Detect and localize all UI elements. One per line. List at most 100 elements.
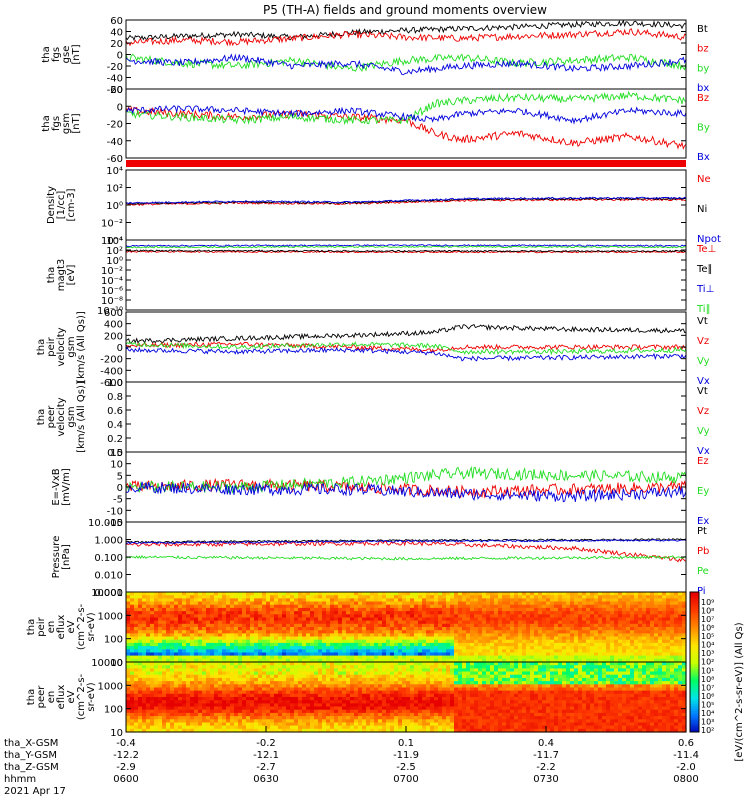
heatmap-cell bbox=[614, 633, 619, 638]
heatmap-cell bbox=[398, 642, 403, 647]
heatmap-cell bbox=[418, 652, 423, 657]
heatmap-cell bbox=[350, 722, 355, 727]
heatmap-cell bbox=[210, 662, 215, 666]
heatmap-cell bbox=[358, 607, 363, 612]
heatmap-cell bbox=[538, 633, 543, 638]
heatmap-cell bbox=[186, 630, 191, 634]
heatmap-cell bbox=[510, 627, 515, 631]
heatmap-cell bbox=[234, 697, 239, 701]
heatmap-cell bbox=[326, 697, 331, 701]
y-axis-label-line: fgs bbox=[51, 116, 62, 131]
heatmap-cell bbox=[194, 668, 199, 673]
heatmap-cell bbox=[662, 614, 667, 619]
heatmap-cell bbox=[474, 636, 479, 641]
heatmap-cell bbox=[166, 662, 171, 666]
heatmap-cell bbox=[518, 649, 523, 654]
heatmap-cell bbox=[138, 646, 143, 650]
heatmap-cell bbox=[538, 649, 543, 654]
heatmap-cell bbox=[206, 592, 211, 596]
heatmap-cell bbox=[434, 620, 439, 625]
heatmap-cell bbox=[314, 598, 319, 603]
heatmap-cell bbox=[174, 703, 179, 708]
heatmap-cell bbox=[338, 611, 343, 615]
heatmap-cell bbox=[610, 655, 615, 660]
heatmap-cell bbox=[454, 614, 459, 619]
heatmap-cell bbox=[662, 604, 667, 609]
heatmap-column bbox=[678, 592, 683, 663]
heatmap-cell bbox=[382, 592, 387, 596]
heatmap-cell bbox=[242, 687, 247, 692]
heatmap-cell bbox=[278, 697, 283, 701]
heatmap-cell bbox=[674, 611, 679, 615]
heatmap-cell bbox=[318, 690, 323, 695]
y-tick-label: 15 bbox=[110, 448, 123, 459]
heatmap-cell bbox=[294, 677, 299, 682]
heatmap-cell bbox=[170, 728, 175, 733]
heatmap-cell bbox=[278, 687, 283, 692]
heatmap-cell bbox=[226, 592, 231, 596]
heatmap-cell bbox=[330, 642, 335, 647]
heatmap-cell bbox=[134, 674, 139, 679]
heatmap-cell bbox=[534, 617, 539, 622]
heatmap-cell bbox=[638, 611, 643, 615]
heatmap-cell bbox=[670, 604, 675, 609]
heatmap-cell bbox=[622, 649, 627, 654]
heatmap-cell bbox=[618, 607, 623, 612]
heatmap-cell bbox=[654, 614, 659, 619]
heatmap-cell bbox=[442, 620, 447, 625]
heatmap-cell bbox=[150, 674, 155, 679]
heatmap-cell bbox=[434, 623, 439, 628]
heatmap-cell bbox=[338, 703, 343, 708]
heatmap-column bbox=[274, 592, 279, 663]
heatmap-cell bbox=[630, 627, 635, 631]
heatmap-cell bbox=[458, 658, 463, 663]
heatmap-cell bbox=[218, 681, 223, 685]
heatmap-cell bbox=[254, 611, 259, 615]
heatmap-cell bbox=[570, 652, 575, 657]
heatmap-cell bbox=[274, 601, 279, 606]
heatmap-cell bbox=[558, 649, 563, 654]
heatmap-cell bbox=[254, 700, 259, 704]
heatmap-cell bbox=[282, 668, 287, 673]
y-tick-label: 0.001 bbox=[94, 588, 123, 599]
heatmap-cell bbox=[590, 630, 595, 634]
heatmap-cell bbox=[654, 636, 659, 641]
y-axis-label-line: eflux bbox=[56, 615, 67, 640]
heatmap-cell bbox=[162, 614, 167, 619]
heatmap-cell bbox=[258, 598, 263, 603]
heatmap-cell bbox=[178, 697, 183, 701]
heatmap-cell bbox=[670, 652, 675, 657]
heatmap-cell bbox=[654, 607, 659, 612]
heatmap-cell bbox=[462, 598, 467, 603]
heatmap-cell bbox=[142, 611, 147, 615]
heatmap-cell bbox=[218, 690, 223, 695]
heatmap-cell bbox=[398, 598, 403, 603]
heatmap-cell bbox=[342, 684, 347, 689]
heatmap-cell bbox=[174, 677, 179, 682]
heatmap-cell bbox=[470, 592, 475, 596]
heatmap-cell bbox=[298, 658, 303, 663]
heatmap-cell bbox=[458, 630, 463, 634]
heatmap-cell bbox=[294, 620, 299, 625]
heatmap-cell bbox=[514, 649, 519, 654]
heatmap-column bbox=[370, 592, 375, 663]
heatmap-cell bbox=[678, 652, 683, 657]
heatmap-cell bbox=[418, 642, 423, 647]
heatmap-cell bbox=[550, 649, 555, 654]
heatmap-cell bbox=[206, 722, 211, 727]
heatmap-cell bbox=[242, 665, 247, 669]
heatmap-cell bbox=[142, 700, 147, 704]
heatmap-cell bbox=[574, 598, 579, 603]
heatmap-cell bbox=[210, 639, 215, 644]
heatmap-cell bbox=[682, 611, 687, 615]
heatmap-cell bbox=[490, 623, 495, 628]
heatmap-cell bbox=[606, 607, 611, 612]
heatmap-cell bbox=[578, 639, 583, 644]
heatmap-cell bbox=[634, 620, 639, 625]
heatmap-cell bbox=[322, 649, 327, 654]
heatmap-cell bbox=[274, 684, 279, 689]
heatmap-cell bbox=[274, 674, 279, 679]
heatmap-cell bbox=[574, 620, 579, 625]
heatmap-cell bbox=[370, 716, 375, 720]
heatmap-cell bbox=[182, 687, 187, 692]
